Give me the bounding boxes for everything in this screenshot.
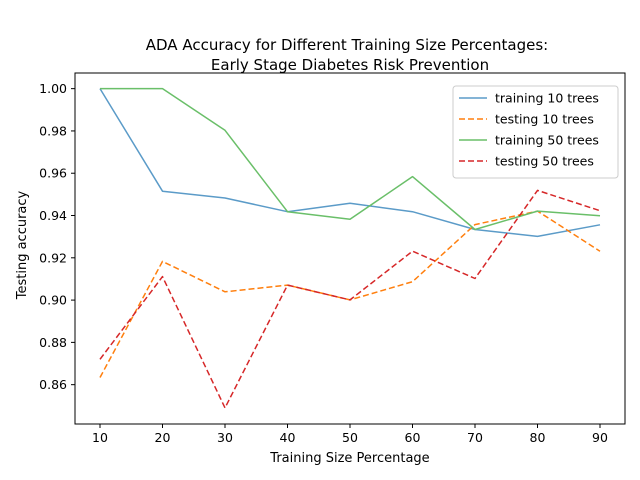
x-tick-label: 50 — [342, 430, 358, 445]
series-layer — [99, 87, 601, 409]
legend: training 10 trees testing 10 trees trainin… — [452, 85, 619, 179]
x-tick-label: 10 — [92, 430, 108, 445]
y-tick-label: 0.94 — [39, 208, 67, 223]
series-line-4 — [99, 189, 601, 409]
y-axis-label: Testing accuracy — [15, 190, 30, 300]
chart-title: ADA Accuracy for Different Training Size… — [146, 36, 549, 54]
x-tick-label: 20 — [155, 430, 171, 445]
y-tick-label: 0.98 — [39, 123, 67, 138]
x-tick-label: 40 — [280, 430, 296, 445]
legend-label: testing 10 trees — [495, 112, 594, 127]
x-axis: 10 20 30 40 50 60 70 80 90 — [92, 424, 608, 445]
y-axis: 0.86 0.88 0.90 0.92 0.94 0.96 0.98 1.00 — [39, 81, 75, 392]
x-tick-label: 90 — [592, 430, 608, 445]
y-tick-label: 0.88 — [39, 335, 67, 350]
x-tick-label: 80 — [530, 430, 546, 445]
series-line-1 — [99, 88, 601, 238]
y-tick-label: 1.00 — [39, 81, 67, 96]
x-tick-label: 30 — [217, 430, 233, 445]
y-tick-label: 0.86 — [39, 377, 67, 392]
y-tick-label: 0.90 — [39, 293, 67, 308]
y-tick-label: 0.92 — [39, 250, 67, 265]
series-line-3 — [100, 87, 601, 231]
legend-box — [452, 85, 619, 179]
chart-subtitle: Early Stage Diabetes Risk Prevention — [211, 56, 489, 74]
legend-label: training 50 trees — [495, 133, 599, 148]
x-tick-label: 70 — [467, 430, 483, 445]
legend-label: testing 50 trees — [495, 154, 594, 169]
x-tick-label: 60 — [405, 430, 421, 445]
y-tick-label: 0.96 — [39, 166, 67, 181]
legend-label: training 10 trees — [495, 91, 599, 106]
series-line-2 — [99, 210, 601, 378]
x-axis-label: Training Size Percentage — [269, 451, 429, 466]
